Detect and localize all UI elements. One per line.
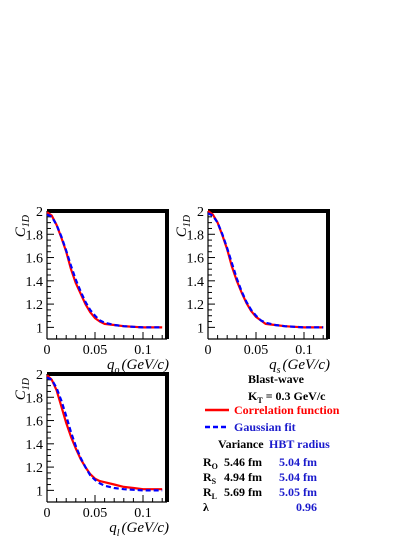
- x-tick-label: 0.05: [83, 343, 108, 358]
- legend-hbt-header: HBT radius: [269, 437, 330, 451]
- y-axis-title: C1D: [174, 214, 193, 237]
- y-tick-label: 1.4: [26, 275, 44, 290]
- x-axis-title-sub: l: [117, 528, 120, 537]
- y-tick-label: 1.8: [26, 228, 44, 243]
- legend-row-label-sub: L: [212, 492, 217, 501]
- series-gaussian-fit: [46, 376, 163, 492]
- legend-variance-header: Variance: [218, 437, 264, 451]
- x-axis-title-main: q: [109, 520, 117, 536]
- y-axis-title-main: C: [13, 226, 29, 237]
- x-tick-label: 0: [44, 343, 51, 358]
- legend-row-hbt: 5.04 fm: [279, 455, 317, 469]
- legend-row-label: RO: [203, 455, 218, 471]
- x-axis-title-units: (GeV/c): [122, 520, 169, 536]
- legend-row-label-main: R: [203, 455, 212, 469]
- legend-row-variance: 5.69 fm: [224, 485, 262, 499]
- x-tick-label: 0.05: [83, 506, 108, 521]
- y-tick-label: 2: [197, 205, 204, 220]
- chart-panel-top-left: 1 1.2 1.4 1.6 1.8 2 0 0.05 0.1 C1D qo (GeV/c): [13, 205, 169, 376]
- x-axis-title-units: (GeV/c): [283, 357, 330, 373]
- x-axis-title: qo (GeV/c): [107, 357, 169, 376]
- y-tick-label: 1.2: [26, 298, 44, 313]
- series-gaussian-fit: [46, 213, 163, 329]
- y-axis-title-sub: 1D: [182, 214, 193, 227]
- legend-row-label-sub: O: [212, 462, 218, 471]
- legend: Blast-wave KT = 0.3 GeV/c Correlation fu…: [203, 372, 340, 514]
- legend-row-hbt: 5.05 fm: [279, 485, 317, 499]
- y-axis-title: C1D: [13, 214, 32, 237]
- legend-row-label-main: R: [203, 470, 212, 484]
- x-axis-title-sub: s: [277, 365, 281, 376]
- legend-row-variance: 5.46 fm: [224, 455, 262, 469]
- y-tick-label: 1: [197, 321, 204, 336]
- y-tick-label: 1.8: [26, 391, 44, 406]
- x-tick-label: 0.1: [134, 343, 152, 358]
- legend-correlation-label: Correlation function: [234, 403, 340, 417]
- chart-panel-top-right: 1 1.2 1.4 1.6 1.8 2 0 0.05 0.1 C1D qs (GeV/c): [174, 205, 330, 376]
- y-tick-label: 1.6: [26, 415, 44, 430]
- x-axis-title: qs (GeV/c): [269, 357, 330, 376]
- y-tick-label: 1: [36, 321, 43, 336]
- series-correlation-function: [207, 210, 324, 329]
- legend-row-label: RL: [203, 485, 217, 501]
- legend-gaussian-label: Gaussian fit: [234, 420, 296, 434]
- legend-row-label-main: λ: [203, 500, 209, 514]
- legend-row-variance: 4.94 fm: [224, 470, 262, 484]
- y-tick-label: 2: [36, 368, 43, 383]
- legend-row-label: RS: [203, 470, 217, 486]
- y-axis-title-sub: 1D: [21, 377, 32, 390]
- y-tick-label: 2: [36, 205, 43, 220]
- legend-row-label-main: R: [203, 485, 212, 499]
- series-gaussian-fit: [207, 212, 324, 329]
- x-axis-title-units: (GeV/c): [122, 357, 169, 373]
- y-tick-label: 1.2: [26, 461, 44, 476]
- series-correlation-function: [46, 211, 163, 329]
- x-tick-label: 0.05: [244, 343, 269, 358]
- x-axis-title-main: q: [269, 357, 277, 373]
- y-axis-title-sub: 1D: [21, 214, 32, 227]
- x-axis-title: ql (GeV/c): [109, 520, 169, 537]
- legend-row-label: λ: [203, 500, 209, 514]
- x-tick-label: 0.1: [295, 343, 313, 358]
- x-axis-title-main: q: [107, 357, 115, 373]
- y-tick-label: 1.2: [187, 298, 205, 313]
- y-tick-label: 1.8: [187, 228, 205, 243]
- y-axis-title-main: C: [174, 226, 190, 237]
- legend-model: Blast-wave: [248, 372, 305, 386]
- y-axis-title: C1D: [13, 377, 32, 400]
- y-tick-label: 1.4: [187, 275, 205, 290]
- y-tick-label: 1.4: [26, 438, 44, 453]
- legend-row-label-sub: S: [212, 477, 217, 486]
- x-tick-label: 0: [44, 506, 51, 521]
- x-tick-label: 0: [205, 343, 212, 358]
- legend-kt-main: K: [248, 389, 258, 403]
- chart-panel-bottom-left: 1 1.2 1.4 1.6 1.8 2 0 0.05 0.1 C1D ql (GeV/c): [13, 368, 169, 537]
- y-tick-label: 1: [36, 484, 43, 499]
- legend-row-hbt: 0.96: [296, 500, 317, 514]
- y-tick-label: 1.6: [26, 252, 44, 267]
- legend-row-hbt: 5.04 fm: [279, 470, 317, 484]
- y-tick-label: 1.6: [187, 252, 205, 267]
- legend-kt-value: = 0.3 GeV/c: [263, 389, 326, 403]
- series-correlation-function: [46, 374, 163, 491]
- legend-kt-sub: T: [257, 396, 263, 405]
- x-tick-label: 0.1: [134, 506, 152, 521]
- legend-kt: KT = 0.3 GeV/c: [248, 389, 326, 405]
- y-axis-title-main: C: [13, 389, 29, 400]
- x-axis-title-sub: o: [115, 365, 120, 376]
